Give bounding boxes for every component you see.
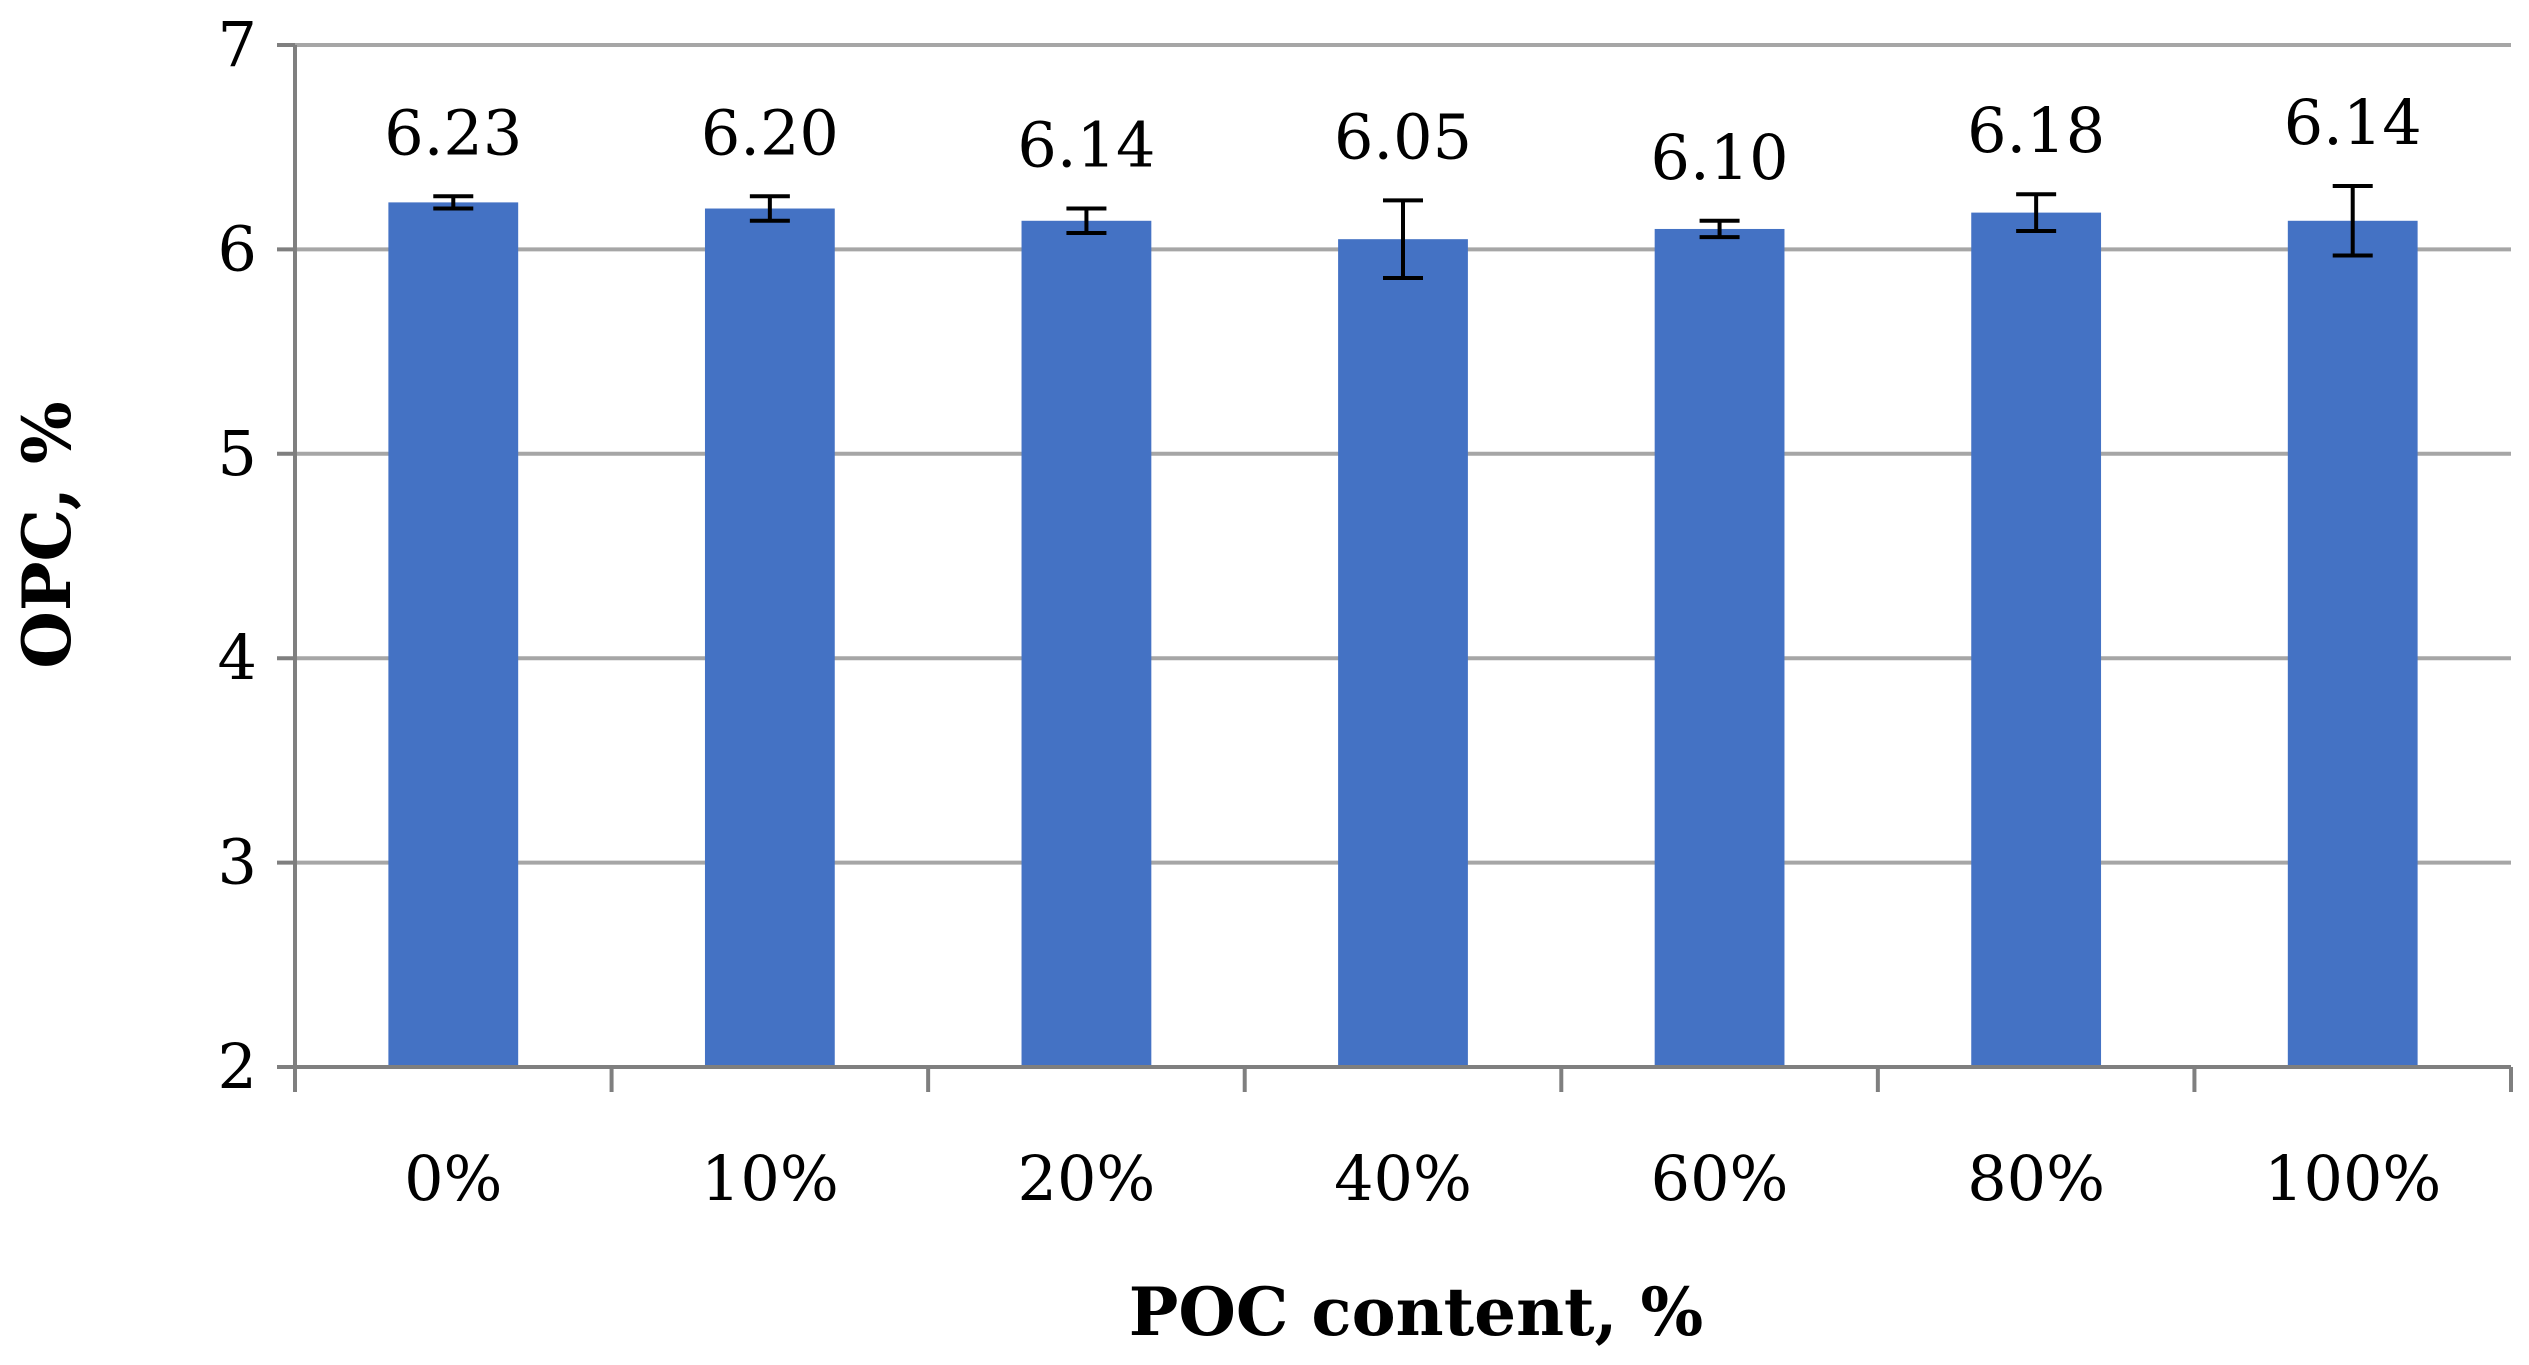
y-tick-label: 7 [218,8,257,81]
x-axis-title: POC content, % [1129,1273,1703,1351]
x-tick-label: 80% [1967,1142,2105,1215]
x-tick-label: 20% [1018,1142,1156,1215]
bar [1971,212,2102,1067]
data-label: 6.10 [1651,121,1789,194]
y-axis-title: OPC, % [8,401,86,668]
y-tick-label: 5 [218,417,257,490]
bar [704,208,835,1067]
bar [1654,228,1785,1067]
error-bars [433,184,2373,281]
y-tick-label: 2 [218,1030,257,1103]
axes [277,43,2513,1092]
x-tick-label: 10% [701,1142,839,1215]
y-tick-label: 4 [218,621,257,694]
data-label: 6.05 [1334,100,1472,173]
y-tick-label: 6 [218,212,257,285]
x-tick-label: 60% [1651,1142,1789,1215]
bar [388,202,519,1067]
data-label: 6.18 [1967,94,2105,167]
bar [2287,220,2418,1067]
data-label: 6.14 [2284,86,2422,159]
bars [388,202,2418,1067]
data-label: 6.23 [384,96,522,169]
x-tick-label: 40% [1334,1142,1472,1215]
labels: 2 3 4 5 6 7 6.23 0% 6.20 10% 6.14 20% 6.05 40% 6.10 60%… [218,8,2442,1215]
bar [1021,220,1152,1067]
data-label: 6.20 [701,96,839,169]
x-tick-label: 100% [2264,1142,2441,1215]
y-tick-label: 3 [218,826,257,899]
x-tick-label: 0% [404,1142,502,1215]
bar [1338,239,1468,1067]
data-label: 6.14 [1017,109,1155,182]
